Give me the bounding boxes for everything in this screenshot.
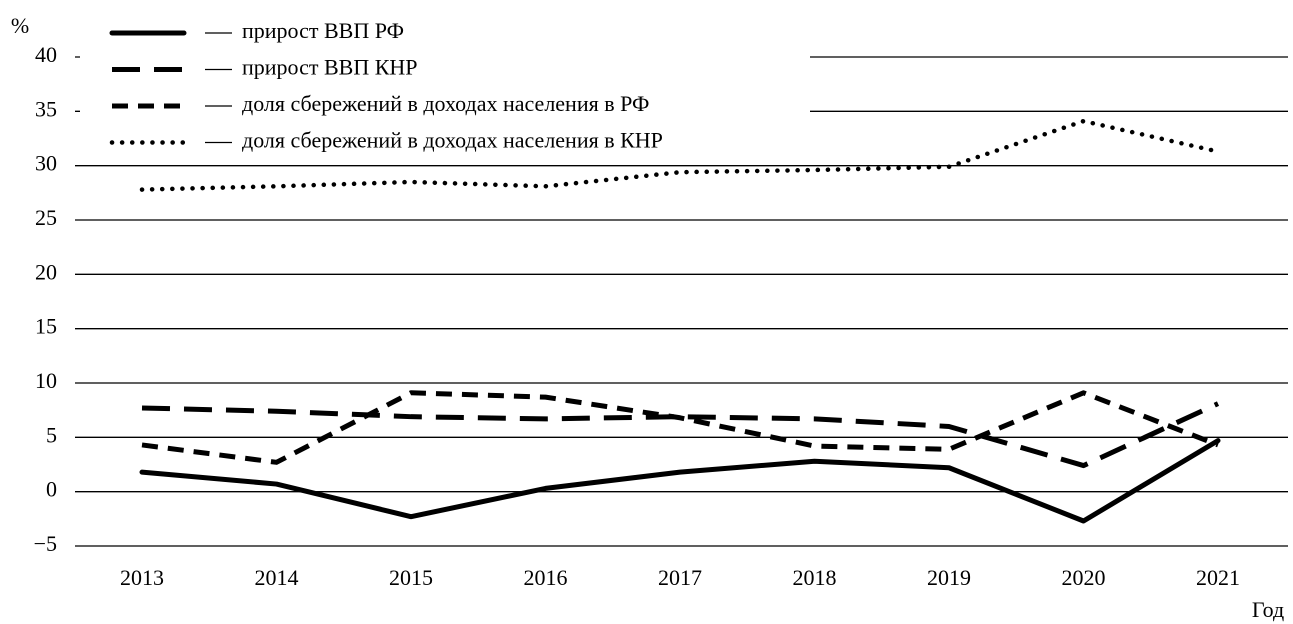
- legend-background: [80, 10, 810, 160]
- x-tick-label: 2020: [1062, 565, 1106, 590]
- x-tick-label: 2017: [658, 565, 702, 590]
- x-tick-label: 2015: [389, 565, 433, 590]
- series-line: [141, 390, 1219, 465]
- x-tick-label: 2013: [120, 565, 164, 590]
- x-axis-label: Год: [1252, 597, 1284, 622]
- legend-label: прирост ВВП РФ: [242, 18, 404, 43]
- x-tick-label: 2019: [927, 565, 971, 590]
- legend-label: прирост ВВП КНР: [242, 55, 418, 80]
- y-tick-label: 0: [46, 477, 57, 502]
- y-tick-label: 30: [35, 151, 57, 176]
- x-tick-label: 2016: [524, 565, 568, 590]
- y-tick-label: 10: [35, 368, 57, 393]
- y-axis-label: %: [11, 13, 29, 38]
- legend-label: доля сбережений в доходах населения в КН…: [242, 128, 663, 153]
- x-tick-label: 2021: [1196, 565, 1240, 590]
- y-tick-label: 20: [35, 259, 57, 284]
- y-tick-label: 25: [35, 205, 57, 230]
- y-tick-label: 40: [35, 42, 57, 67]
- y-tick-label: 5: [46, 422, 57, 447]
- y-tick-label: 15: [35, 314, 57, 339]
- series-line: [141, 401, 1220, 469]
- x-tick-label: 2018: [793, 565, 837, 590]
- legend-label: доля сбережений в доходах населения в РФ: [242, 91, 649, 116]
- y-tick-label: −5: [34, 531, 57, 556]
- series-line: [139, 438, 1221, 524]
- y-tick-label: 35: [35, 96, 57, 121]
- x-tick-label: 2014: [255, 565, 299, 590]
